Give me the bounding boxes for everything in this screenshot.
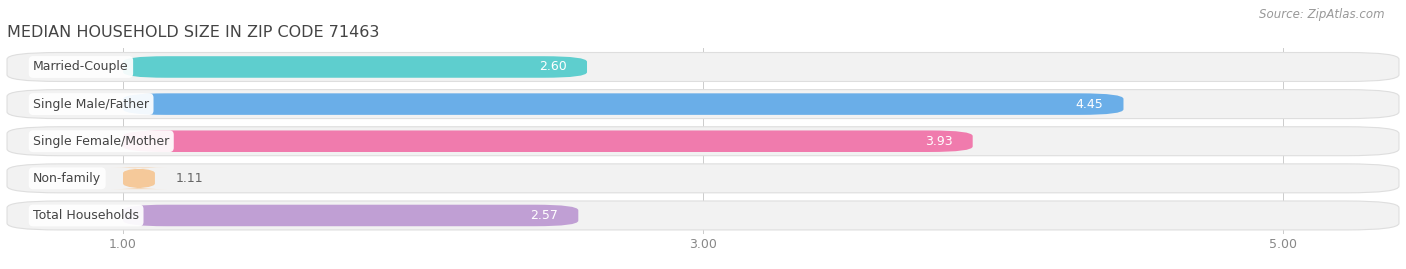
Text: Single Female/Mother: Single Female/Mother: [34, 135, 169, 148]
Text: Single Male/Father: Single Male/Father: [34, 98, 149, 111]
Text: MEDIAN HOUSEHOLD SIZE IN ZIP CODE 71463: MEDIAN HOUSEHOLD SIZE IN ZIP CODE 71463: [7, 25, 380, 40]
FancyBboxPatch shape: [7, 201, 1399, 230]
FancyBboxPatch shape: [7, 90, 1399, 119]
Text: 2.57: 2.57: [530, 209, 558, 222]
FancyBboxPatch shape: [124, 93, 1123, 115]
Text: 4.45: 4.45: [1076, 98, 1104, 111]
Text: Non-family: Non-family: [34, 172, 101, 185]
Text: Source: ZipAtlas.com: Source: ZipAtlas.com: [1260, 8, 1385, 21]
FancyBboxPatch shape: [7, 164, 1399, 193]
Text: Married-Couple: Married-Couple: [34, 61, 129, 73]
FancyBboxPatch shape: [7, 52, 1399, 82]
FancyBboxPatch shape: [111, 168, 166, 189]
FancyBboxPatch shape: [124, 205, 578, 226]
Text: 2.60: 2.60: [538, 61, 567, 73]
Text: Total Households: Total Households: [34, 209, 139, 222]
Text: 3.93: 3.93: [925, 135, 952, 148]
FancyBboxPatch shape: [124, 56, 588, 78]
FancyBboxPatch shape: [7, 127, 1399, 156]
Text: 1.11: 1.11: [176, 172, 202, 185]
FancyBboxPatch shape: [124, 130, 973, 152]
